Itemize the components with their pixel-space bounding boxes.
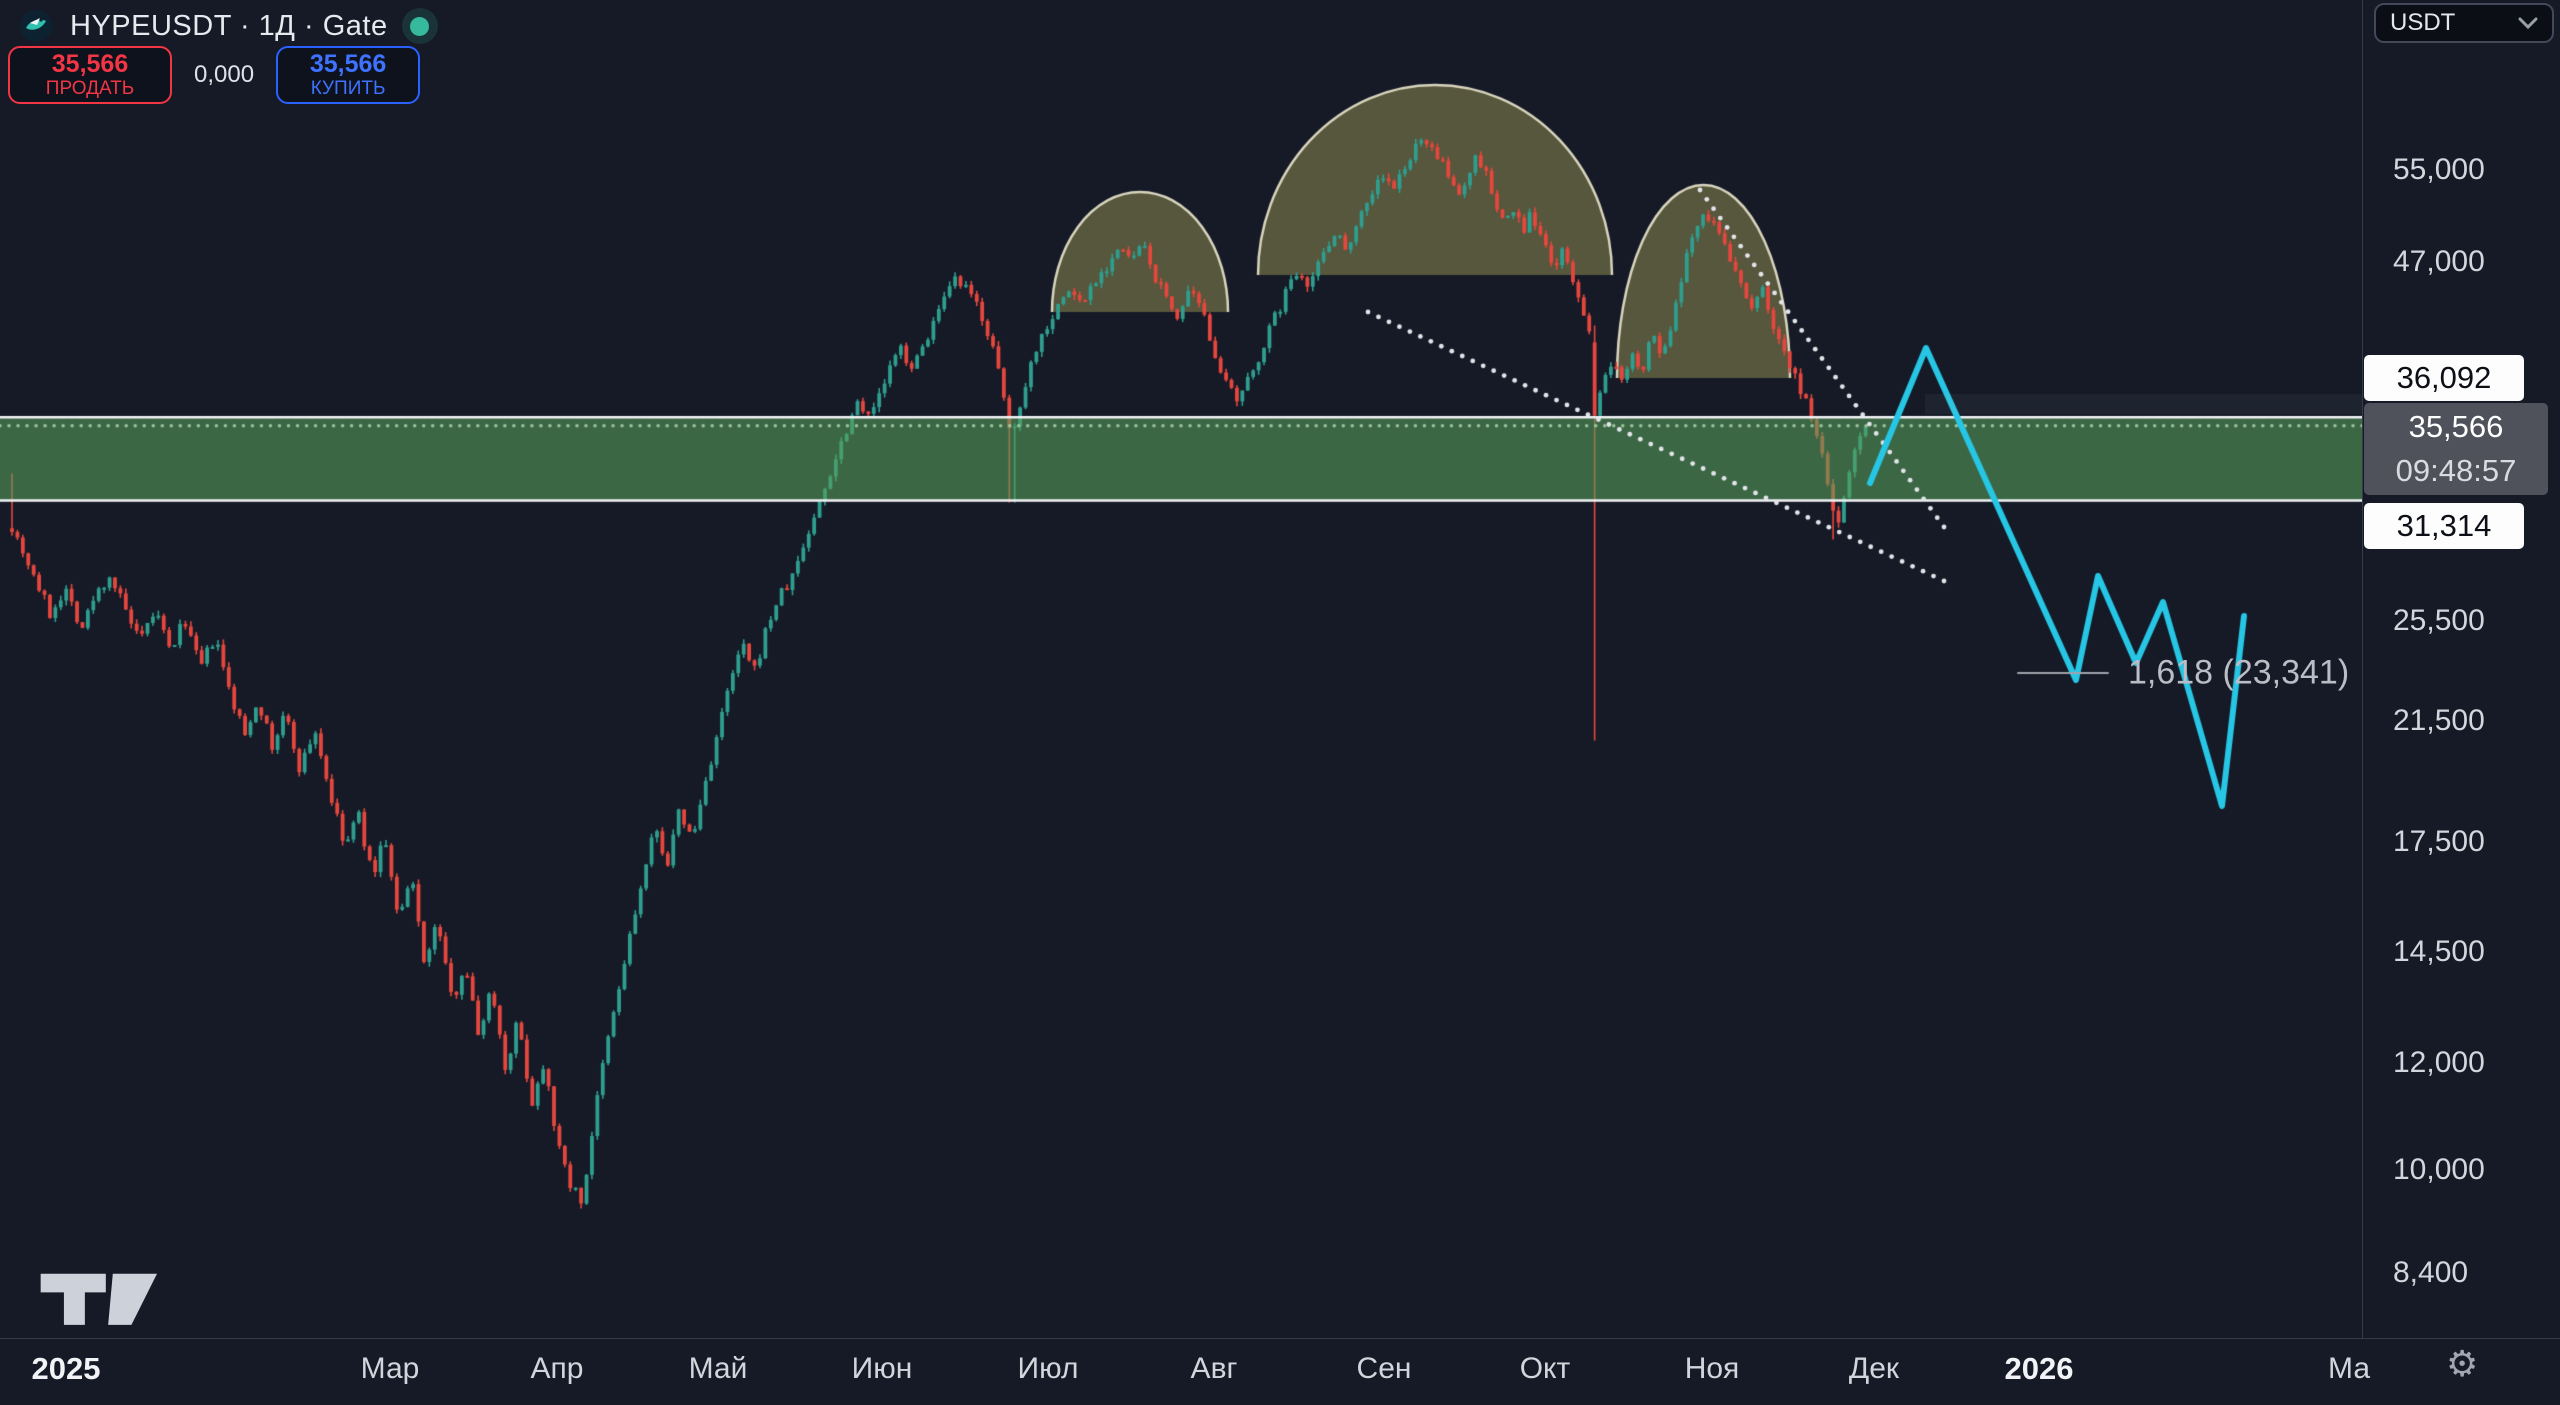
symbol-logo-icon	[20, 10, 52, 42]
faint-price-band	[1925, 394, 2362, 414]
currency-selector-value: USDT	[2390, 9, 2456, 36]
month-label: Окт	[1519, 1352, 1571, 1385]
price-badge-upper[interactable]: 36,092	[2364, 354, 2524, 401]
month-label: Апр	[530, 1352, 584, 1385]
month-label: Май	[688, 1352, 748, 1385]
price-tick-label: 12,000	[2393, 1046, 2485, 1080]
price-tick-label: 25,500	[2393, 603, 2485, 637]
chart-header: HYPEUSDT · 1Д · Gate	[16, 6, 438, 46]
month-label: Июн	[851, 1352, 913, 1385]
current-price-value: 35,566	[2408, 408, 2504, 444]
price-tick-label: 17,500	[2393, 824, 2485, 858]
month-label: Ноя	[1684, 1352, 1740, 1385]
candlestick-chart-canvas[interactable]	[0, 0, 2362, 1338]
price-axis[interactable]: 55,000 47,000 25,500 21,500 17,500 14,500 12,0…	[2362, 0, 2560, 1338]
symbol-title[interactable]: HYPEUSDT · 1Д · Gate	[70, 9, 388, 42]
price-tick-label: 47,000	[2393, 245, 2485, 279]
month-label: Авг	[1190, 1352, 1238, 1385]
sell-price: 35,566	[51, 50, 129, 78]
currency-selector[interactable]: USDT	[2374, 3, 2554, 43]
buy-button[interactable]: 35,566 КУПИТЬ	[276, 46, 421, 104]
price-tick-label: 10,000	[2393, 1153, 2485, 1187]
current-price-badge[interactable]: 35,566 09:48:57	[2364, 402, 2548, 495]
month-label: Мар	[360, 1352, 420, 1385]
price-badge-lower[interactable]: 31,314	[2364, 502, 2524, 549]
price-badge-upper-value: 36,092	[2396, 359, 2492, 395]
sell-label: ПРОДАТЬ	[45, 78, 135, 99]
month-label: Сен	[1356, 1352, 1412, 1385]
month-label: Дек	[1848, 1352, 1900, 1385]
price-badge-lower-value: 31,314	[2396, 507, 2492, 543]
fib-extension-label[interactable]: 1,618 (23,341)	[2128, 653, 2350, 692]
settings-icon[interactable]: ⚙	[2446, 1344, 2479, 1385]
buy-price: 35,566	[309, 50, 387, 78]
month-label: Июл	[1017, 1352, 1079, 1385]
bar-countdown: 09:48:57	[2395, 452, 2517, 488]
tradingview-logo-icon[interactable]	[36, 1264, 164, 1330]
spread-value: 0,000	[194, 61, 255, 88]
order-buttons: 35,566 ПРОДАТЬ 0,000 35,566 КУПИТЬ	[8, 46, 421, 104]
price-tick-label: 8,400	[2393, 1255, 2469, 1289]
market-status-icon[interactable]	[401, 8, 438, 44]
price-tick-label: 14,500	[2393, 935, 2485, 969]
price-tick-label: 55,000	[2393, 153, 2485, 186]
time-axis[interactable]: 2025 Мар Апр Май Июн Июл Авг Сен Окт Ноя Дек 2026 Ма	[0, 1338, 2560, 1405]
sell-button[interactable]: 35,566 ПРОДАТЬ	[8, 46, 172, 104]
price-tick-label: 21,500	[2393, 704, 2485, 738]
buy-label: КУПИТЬ	[310, 78, 386, 99]
year-label: 2025	[31, 1351, 101, 1386]
year-label: 2026	[2004, 1351, 2074, 1386]
month-label: Ма	[2327, 1352, 2371, 1385]
chevron-down-icon	[2518, 17, 2538, 29]
